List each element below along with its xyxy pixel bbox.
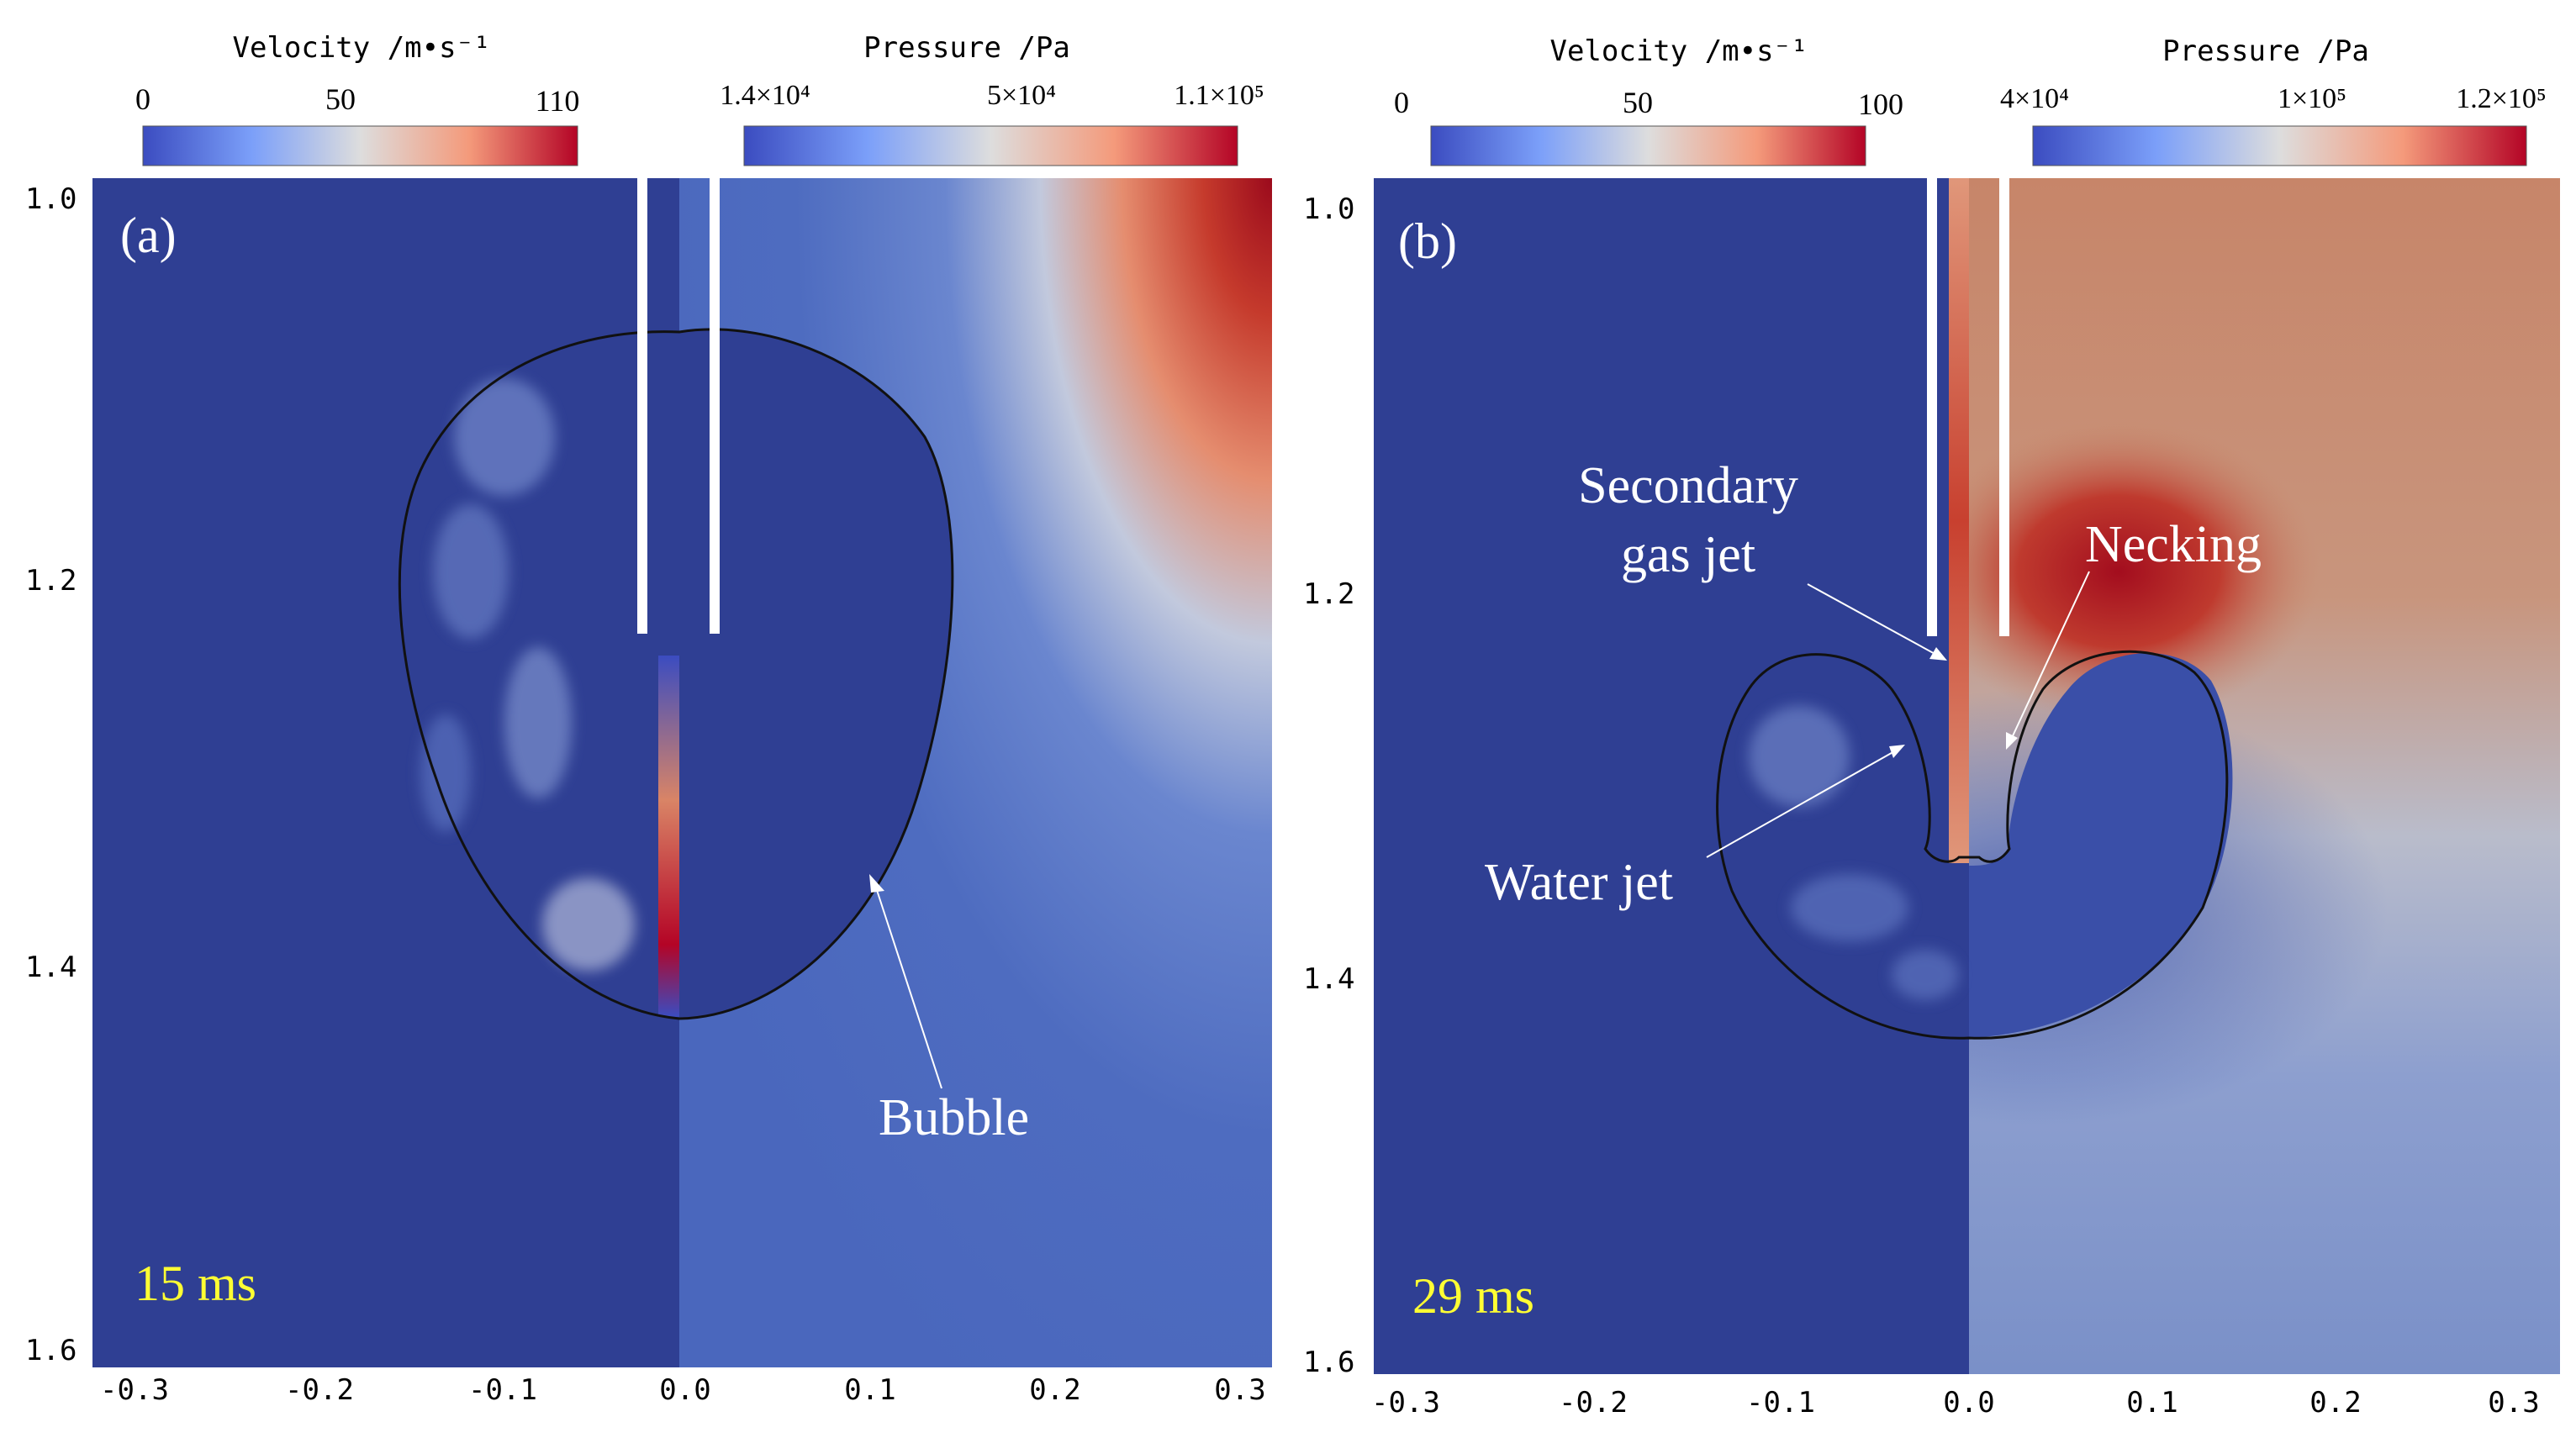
y-axis-b: 1.0 1.2 1.4 1.6 [1303,192,1354,1379]
velocity-tick-a-2: 110 [536,84,580,118]
panel-label-a: (a) [120,208,177,263]
annotation-water-jet-b: Water jet [1485,854,1673,911]
vortex-structures-b [1749,706,1959,1000]
velocity-tick-b-2: 100 [1858,87,1903,121]
x-tick-a-2: -0.1 [468,1373,537,1407]
pressure-tick-b-1: 1×10⁵ [2278,83,2346,114]
x-tick-a-0: -0.3 [100,1373,169,1407]
x-tick-b-0: -0.3 [1371,1386,1440,1420]
velocity-colorbar-b [1430,125,1866,166]
annotation-necking-b: Necking [2085,516,2262,573]
velocity-tick-b-1: 50 [1623,86,1653,119]
x-tick-b-5: 0.2 [2309,1386,2361,1420]
velocity-field-a [92,178,679,1367]
annotation-secondary-b: Secondary [1578,457,1798,514]
y-tick-a-0: 1.0 [25,182,77,216]
x-tick-b-4: 0.1 [2126,1386,2177,1420]
x-tick-a-5: 0.2 [1029,1373,1080,1407]
y-tick-a-2: 1.4 [25,951,77,984]
x-tick-a-6: 0.3 [1214,1373,1265,1407]
secondary-jet-arrowhead-b [1929,647,1947,661]
panel-a [92,178,1272,1367]
y-axis-a: 1.0 1.2 1.4 1.6 [25,182,77,1367]
x-tick-b-3: 0.0 [1943,1386,1994,1420]
velocity-tick-a-0: 0 [135,82,150,116]
x-tick-a-3: 0.0 [659,1373,710,1407]
velocity-field-b [1374,178,1969,1374]
velocity-bar-title-a: Velocity /m•s⁻¹ [232,31,490,65]
pressure-tick-a-0: 1.4×10⁴ [720,80,810,111]
secondary-jet-arrow-b [1807,583,1939,656]
velocity-bar-title-b: Velocity /m•s⁻¹ [1549,34,1808,68]
necking-high-pressure-b [1969,420,2320,723]
velocity-tick-a-1: 50 [325,82,356,116]
x-axis-a: -0.3 -0.2 -0.1 0.0 0.1 0.2 0.3 [100,1373,1266,1407]
secondary-gas-jet-b [1949,178,1969,863]
bubble-interior-pressure-a [679,329,953,1019]
nozzle-wall-left-a [637,178,647,634]
x-tick-a-4: 0.1 [844,1373,895,1407]
x-tick-a-1: -0.2 [285,1373,354,1407]
pressure-tick-a-2: 1.1×10⁵ [1174,80,1264,111]
y-tick-b-2: 1.4 [1303,962,1354,996]
x-tick-b-6: 0.3 [2488,1386,2539,1420]
annotation-gas-jet-b: gas jet [1621,526,1755,583]
annotation-bubble-a: Bubble [879,1089,1029,1146]
necking-arrowhead-b [2006,732,2018,750]
panel-b [1374,178,2560,1374]
x-tick-b-1: -0.2 [1559,1386,1628,1420]
bubble-arrow-a [874,882,942,1089]
pressure-colorbar-b [2032,125,2527,166]
pressure-bar-title-b: Pressure /Pa [2162,34,2369,68]
vortex-structures-a [420,378,635,971]
axial-jet-a [658,656,679,1017]
bubble-lobe-pressure-b [1969,653,2233,1038]
time-label-b: 29 ms [1412,1268,1534,1324]
bubble-outline-b [1716,650,2229,1040]
panel-label-b: (b) [1398,213,1457,269]
nozzle-wall-right-b [1999,178,2009,636]
pressure-colorbar-a [743,125,1238,166]
y-tick-b-3: 1.6 [1303,1346,1354,1379]
nozzle-wall-right-a [710,178,720,634]
water-jet-arrow-b [1706,750,1897,858]
pressure-tick-b-2: 1.2×10⁵ [2456,83,2547,114]
y-tick-b-1: 1.2 [1303,577,1354,611]
x-tick-b-2: -0.1 [1746,1386,1815,1420]
y-tick-b-0: 1.0 [1303,192,1354,226]
velocity-tick-b-0: 0 [1394,86,1409,119]
pressure-tick-a-1: 5×10⁴ [987,80,1056,111]
time-label-a: 15 ms [135,1256,256,1311]
water-jet-arrowhead-b [1889,745,1905,758]
y-tick-a-3: 1.6 [25,1334,77,1367]
bubble-arrowhead-a [869,874,884,893]
pressure-tick-b-0: 4×10⁴ [2000,83,2069,114]
bubble-outline-a [398,328,954,1020]
velocity-colorbar-a [142,125,578,166]
necking-arrow-b [2010,571,2090,740]
pressure-bar-title-a: Pressure /Pa [863,31,1070,65]
y-tick-a-1: 1.2 [25,564,77,598]
x-axis-b: -0.3 -0.2 -0.1 0.0 0.1 0.2 0.3 [1371,1386,2540,1420]
nozzle-wall-left-b [1927,178,1937,636]
